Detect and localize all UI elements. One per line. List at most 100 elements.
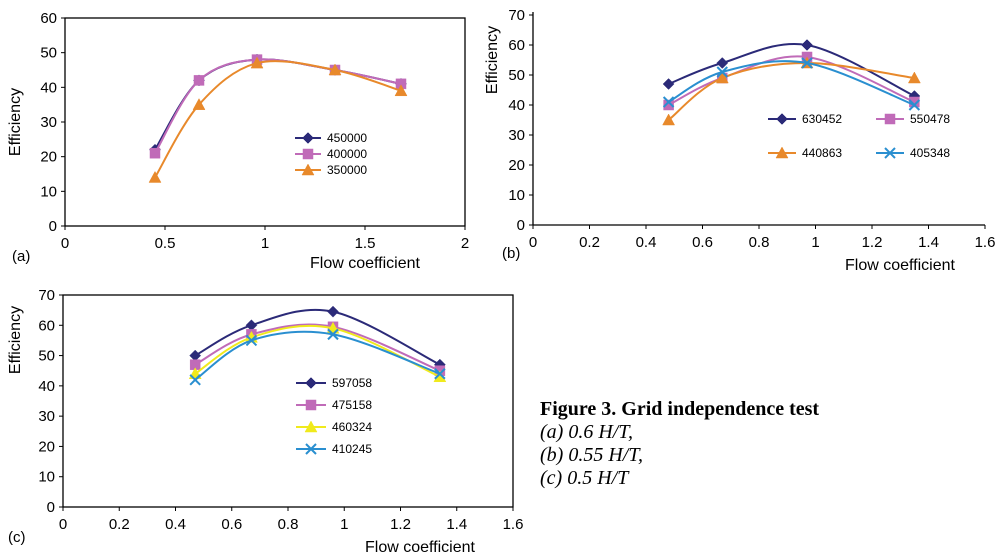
data-point-stroke-2 [245, 334, 258, 347]
y-tick-label: 10 [38, 469, 55, 486]
x-tick-label: 0.8 [749, 234, 770, 251]
y-tick-label: 0 [47, 499, 55, 516]
legend: 450000 400000 350000 [295, 131, 367, 177]
x-tick-label: 0.6 [692, 234, 713, 251]
chart-b: 0 10 20 30 40 50 60 70 0 0.2 0.4 0.6 0.8 1 1.2 1.4 1.6 Fl… [484, 7, 996, 274]
x-tick-label: 1.2 [862, 234, 883, 251]
data-point [662, 78, 675, 90]
data-point [662, 96, 675, 108]
legend-marker [775, 146, 789, 159]
panel-label: (b) [502, 245, 520, 262]
legend-marker-stroke-2 [884, 147, 896, 159]
data-point [663, 99, 674, 111]
series-line [668, 42, 915, 97]
y-tick-label: 30 [40, 114, 57, 131]
x-tick-label: 1.4 [918, 234, 939, 251]
y-tick-label: 60 [508, 37, 525, 54]
series-line [194, 330, 441, 381]
y-tick-label: 30 [508, 127, 525, 144]
x-tick-label: 1.6 [975, 234, 996, 251]
x-tick-label: 0 [59, 516, 67, 533]
data-point-stroke-2 [662, 96, 675, 108]
legend: 630452 550478 440863 405348 [768, 112, 950, 160]
panel-label: (a) [12, 248, 30, 265]
x-tick-label: 1.6 [503, 516, 524, 533]
series-line [668, 60, 915, 106]
legend-label: 440863 [802, 146, 842, 160]
legend-item: 450000 [295, 131, 367, 145]
legend-marker [305, 377, 317, 389]
data-point [394, 84, 408, 97]
y-tick-label: 10 [508, 187, 525, 204]
data-point [189, 374, 201, 386]
x-tick-label: 2 [461, 235, 469, 252]
y-tick-label: 60 [40, 10, 57, 27]
y-tick-label: 20 [40, 149, 57, 166]
x-tick-label: 0.2 [579, 234, 600, 251]
series-450000 [149, 53, 407, 156]
chart-c: 0 10 20 30 40 50 60 70 0 0.2 0.4 0.6 0.8 1 1.2 1.4 1.6 Fl… [7, 287, 524, 556]
x-tick-label: 0.4 [636, 234, 657, 251]
chart-a: 0 10 20 30 40 50 60 0 0.5 1 1.5 2 Flow coefficient Ef… [7, 10, 469, 272]
y-tick-label: 50 [40, 45, 57, 62]
legend-label: 630452 [802, 112, 842, 126]
caption-line-b: (b) 0.55 H/T, [540, 444, 643, 466]
series-630452 [662, 39, 921, 102]
series-line [194, 323, 441, 372]
data-point-stroke-2 [908, 99, 921, 111]
y-tick-label: 40 [38, 378, 55, 395]
data-point [250, 56, 264, 69]
series-400000 [149, 54, 407, 159]
y-axis-label: Efficiency [484, 26, 501, 94]
data-point [715, 71, 729, 84]
series-440863 [662, 56, 921, 126]
legend-label: 550478 [910, 112, 950, 126]
data-point [192, 98, 206, 110]
data-point [907, 71, 921, 84]
y-tick-label: 30 [38, 408, 55, 425]
data-point [716, 66, 728, 78]
legend-marker-stroke-2 [305, 443, 317, 455]
data-point-stroke-2 [189, 374, 201, 386]
x-axis-label: Flow coefficient [310, 255, 421, 272]
series-line [194, 308, 441, 366]
plot-frame [64, 17, 466, 227]
y-tick-label: 20 [38, 438, 55, 455]
legend-marker [776, 113, 788, 125]
y-tick-label: 0 [517, 217, 525, 234]
y-tick-label: 40 [40, 79, 57, 96]
series-line [194, 324, 441, 378]
legend-item: 630452 [768, 112, 842, 126]
legend-label: 597058 [332, 376, 372, 390]
legend-item: 475158 [296, 398, 372, 412]
data-point-stroke-2 [716, 66, 728, 78]
caption-title: Figure 3. Grid independence test [540, 398, 820, 420]
legend-marker [884, 147, 896, 159]
legend-item: 440863 [768, 146, 842, 160]
legend: 597058 475158 460324 410245 [296, 376, 372, 456]
x-axis-label: Flow coefficient [845, 257, 956, 274]
x-tick-label: 1.5 [355, 235, 376, 252]
y-tick-label: 40 [508, 97, 525, 114]
series-405348 [662, 57, 921, 111]
data-point [716, 57, 729, 69]
legend-marker [301, 163, 315, 176]
y-axis-label: Efficiency [7, 306, 24, 374]
x-tick-label: 0.5 [155, 235, 176, 252]
y-axis-label: Efficiency [7, 88, 24, 156]
data-point [662, 113, 676, 126]
legend-item: 400000 [295, 147, 367, 161]
y-tick-label: 0 [49, 218, 57, 235]
data-point [327, 328, 339, 341]
legend-marker [302, 148, 314, 160]
legend-item: 405348 [876, 146, 950, 160]
legend-marker [304, 420, 318, 433]
data-point-stroke-2 [434, 368, 446, 380]
legend-label: 405348 [910, 146, 950, 160]
x-tick-label: 0.6 [221, 516, 242, 533]
y-tick-label: 70 [38, 287, 55, 304]
data-point [148, 170, 162, 183]
data-point [328, 63, 342, 76]
x-tick-label: 1.4 [446, 516, 467, 533]
data-point [434, 368, 446, 380]
